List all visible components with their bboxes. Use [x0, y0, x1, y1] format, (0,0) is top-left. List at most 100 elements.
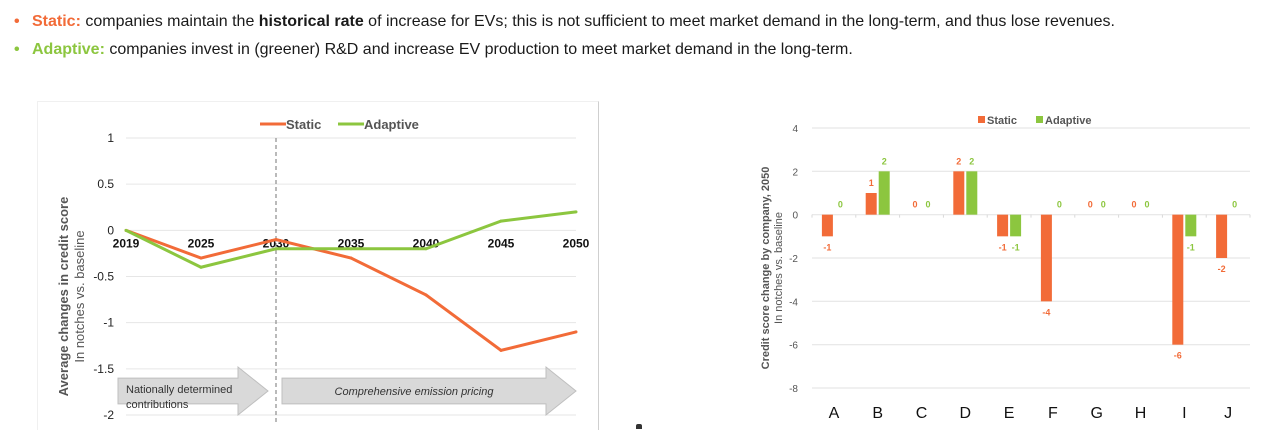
x-category-label: E [1004, 405, 1015, 422]
y-axis-subtitle: In notches vs. baseline [773, 212, 785, 324]
bar-static [953, 171, 965, 215]
data-label-static: -1 [823, 242, 831, 252]
bar-static [1040, 214, 1052, 302]
data-label-adaptive: 0 [925, 200, 930, 210]
x-category-label: B [872, 405, 883, 422]
y-tick-label: 0 [107, 223, 114, 237]
y-tick-label: -4 [789, 297, 798, 308]
data-label-static: -6 [1174, 351, 1182, 361]
static-keyword: Static: [32, 13, 81, 30]
annotation-label: contributions [126, 399, 189, 411]
scenario-bullets: • Static: companies maintain the historic… [14, 8, 1274, 64]
y-tick-label: 0.5 [97, 177, 114, 191]
x-tick-label: 2025 [188, 236, 215, 250]
annotation-label: Nationally determined [126, 384, 232, 396]
y-tick-label: 0 [792, 211, 798, 222]
y-tick-label: 4 [792, 124, 798, 135]
data-point-adaptive [424, 247, 428, 251]
data-point-static [574, 330, 578, 334]
y-tick-label: -6 [789, 341, 798, 352]
legend-label-adaptive: Adaptive [1045, 115, 1091, 127]
bar-static [1216, 214, 1228, 258]
x-category-label: I [1182, 405, 1186, 422]
bar-adaptive [1010, 214, 1022, 237]
legend-swatch-adaptive [1036, 116, 1043, 123]
x-tick-label: 2045 [488, 236, 515, 250]
data-label-static: 0 [1131, 200, 1136, 210]
data-point-adaptive [349, 247, 353, 251]
bar-static [865, 193, 877, 215]
x-category-label: G [1090, 405, 1102, 422]
data-point-adaptive [124, 228, 128, 232]
data-label-static: -1 [999, 242, 1007, 252]
x-category-label: H [1135, 405, 1147, 422]
y-axis-title: Average changes in credit score [56, 197, 71, 397]
data-label-adaptive: 0 [1057, 200, 1062, 210]
legend-swatch-static [978, 116, 985, 123]
data-point-adaptive [274, 247, 278, 251]
line-chart-panel [37, 101, 599, 430]
data-label-adaptive: 0 [1232, 200, 1237, 210]
data-point-adaptive [499, 219, 503, 223]
x-category-label: F [1048, 405, 1058, 422]
arrow-emission-pricing [281, 365, 577, 417]
bar-chart: 4 2 0 -2 -4 -6 -8 Credit score change by compan… [760, 115, 1251, 422]
y-tick-label: -1.5 [93, 362, 114, 376]
bar-static [821, 214, 833, 237]
data-label-adaptive: 2 [969, 156, 974, 166]
data-label-adaptive: 0 [1101, 200, 1106, 210]
data-point-static [199, 256, 203, 260]
data-point-static [499, 348, 503, 352]
y-tick-label: -2 [789, 254, 798, 265]
x-tick-label: 2019 [113, 236, 140, 250]
x-category-label: D [960, 405, 972, 422]
data-label-static: 2 [956, 156, 961, 166]
y-tick-label: 1 [107, 131, 114, 145]
x-category-label: C [916, 405, 928, 422]
data-point-static [274, 238, 278, 242]
data-label-adaptive: 2 [882, 156, 887, 166]
bar-static [1172, 214, 1184, 345]
static-bold-text: historical rate [258, 13, 364, 30]
line-chart: 1 0.5 0 -0.5 -1 -1.5 -2 Average changes in cred… [56, 117, 590, 425]
data-point-adaptive [574, 210, 578, 214]
bar-static [997, 214, 1009, 237]
data-label-static: 0 [1088, 200, 1093, 210]
data-label-static: 0 [912, 200, 917, 210]
legend-label-adaptive: Adaptive [364, 117, 419, 132]
data-label-static: 1 [869, 178, 874, 188]
bar-adaptive [966, 171, 978, 215]
x-tick-label: 2050 [563, 236, 590, 250]
y-tick-label: -8 [789, 384, 798, 395]
legend-label-static: Static [987, 115, 1017, 127]
data-label-adaptive: -1 [1187, 242, 1195, 252]
bullet-adaptive: • Adaptive: companies invest in (greener)… [14, 36, 1274, 64]
x-tick-label: 2035 [338, 236, 365, 250]
y-tick-label: 2 [792, 167, 798, 178]
adaptive-keyword: Adaptive: [32, 41, 105, 58]
stray-mark [636, 424, 642, 429]
data-point-static [424, 293, 428, 297]
data-label-adaptive: -1 [1012, 242, 1020, 252]
bar-adaptive [1185, 214, 1197, 237]
y-tick-label: -2 [103, 408, 114, 422]
bullet-dot-adaptive: • [14, 41, 20, 58]
annotation-label: Comprehensive emission pricing [335, 386, 495, 398]
y-axis-title: Credit score change by company, 2050 [760, 167, 772, 370]
adaptive-text: companies invest in (greener) R&D and in… [104, 41, 853, 58]
data-point-static [349, 256, 353, 260]
data-label-static: -4 [1042, 307, 1050, 317]
bullet-static: • Static: companies maintain the historic… [14, 8, 1274, 36]
bar-adaptive [878, 171, 890, 215]
static-text-after: of increase for EVs; this is not suffici… [363, 13, 1115, 30]
y-axis-subtitle: In notches vs. baseline [72, 230, 87, 362]
bullet-dot-static: • [14, 13, 20, 30]
x-category-label: A [829, 405, 840, 422]
y-tick-label: -1 [103, 316, 114, 330]
data-point-adaptive [199, 265, 203, 269]
x-category-label: J [1224, 405, 1232, 422]
y-tick-label: -0.5 [93, 270, 114, 284]
data-label-adaptive: 0 [1144, 200, 1149, 210]
arrow-ndc [117, 365, 269, 417]
legend-label-static: Static [286, 117, 321, 132]
